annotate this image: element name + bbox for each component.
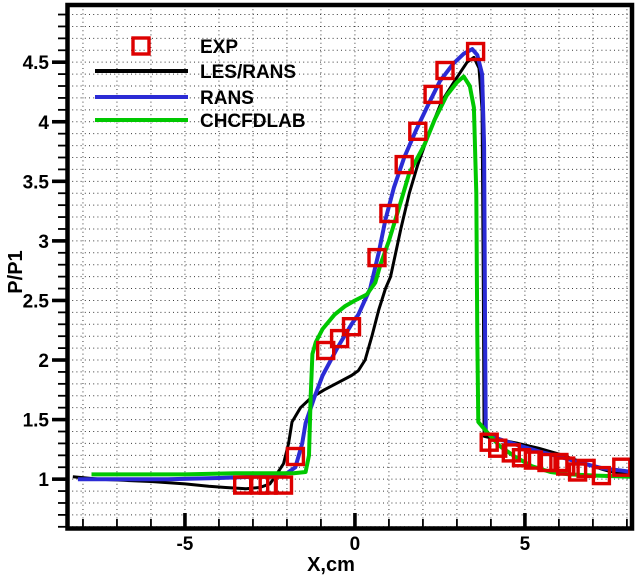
- markers-exp: [232, 41, 632, 495]
- exp-marker: [394, 154, 414, 175]
- exp-marker: [367, 247, 387, 268]
- y-tick-label: 2.5: [23, 291, 50, 312]
- exp-marker: [408, 121, 428, 142]
- exp-marker: [329, 328, 350, 349]
- exp-marker: [273, 475, 294, 495]
- axis-ticks: [52, 13, 628, 528]
- exp-marker: [435, 60, 455, 81]
- y-tick-label: 2: [38, 351, 49, 372]
- y-tick-label: 3: [38, 232, 49, 253]
- curve-rans: [77, 47, 633, 482]
- exp-marker: [465, 41, 486, 62]
- tick-labels: -5 0 5 1 1.5 2 2.5 3 3.5 4 4.5: [23, 53, 531, 555]
- y-tick-label: 1: [38, 470, 49, 491]
- exp-marker: [591, 465, 612, 486]
- legend-marker: [131, 36, 151, 56]
- x-tick-label: -5: [176, 534, 193, 555]
- x-tick-label: 0: [350, 534, 361, 555]
- legend-item-chcfdlab: CHCFDLAB: [95, 111, 306, 132]
- legend-item-exp: EXP: [131, 36, 238, 58]
- x-axis-label: X,cm: [307, 554, 355, 576]
- exp-marker: [423, 84, 443, 105]
- legend-item-rans: RANS: [95, 88, 254, 109]
- exp-marker: [316, 340, 336, 361]
- exp-marker: [379, 203, 399, 224]
- legend-item-les-rans: LES/RANS: [95, 62, 296, 83]
- y-tick-label: 1.5: [23, 411, 50, 432]
- curve-chcfdlab: [91, 74, 633, 479]
- exp-marker: [285, 446, 306, 467]
- plot-border: [65, 2, 635, 531]
- y-tick-label: 4: [38, 113, 49, 134]
- exp-marker: [232, 475, 253, 495]
- exp-marker: [511, 448, 532, 468]
- exp-marker: [488, 438, 508, 458]
- exp-marker: [341, 317, 362, 337]
- exp-marker: [537, 452, 557, 473]
- y-tick-label: 4.5: [23, 53, 50, 74]
- exp-marker: [556, 456, 576, 476]
- legend-label: RANS: [200, 88, 254, 109]
- y-tick-label: 3.5: [23, 172, 50, 193]
- x-tick-label: 5: [520, 534, 531, 555]
- exp-marker: [501, 443, 521, 463]
- legend-label: EXP: [200, 37, 238, 58]
- series-curves: [72, 41, 633, 495]
- legend-label: CHCFDLAB: [200, 111, 306, 132]
- exp-marker: [523, 450, 544, 470]
- y-axis-label: P/P1: [5, 250, 27, 293]
- legend-label: LES/RANS: [200, 62, 296, 83]
